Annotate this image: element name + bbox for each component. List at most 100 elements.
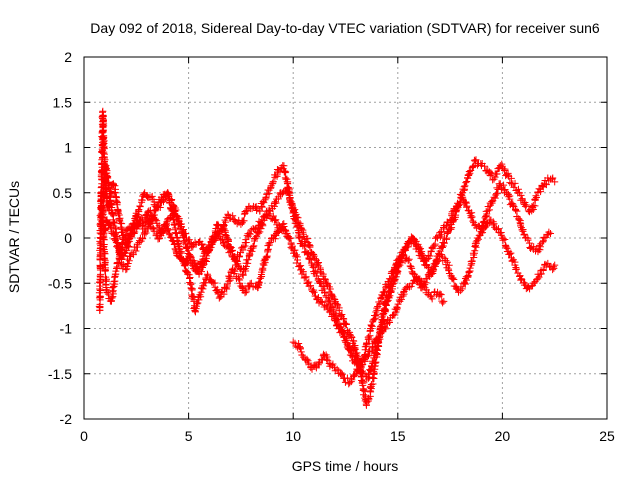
data-point-trail: [246, 234, 259, 259]
data-point: [521, 202, 529, 210]
data-point: [180, 261, 188, 269]
data-point: [220, 225, 228, 233]
data-point-trail: [111, 189, 124, 223]
data-point: [231, 216, 239, 224]
data-point-trail: [550, 263, 558, 272]
data-point-trail: [528, 188, 542, 214]
data-point-trail: [107, 181, 116, 189]
data-point-trail: [328, 303, 341, 324]
data-point-trail: [335, 310, 349, 327]
data-point-trail: [220, 241, 233, 257]
data-point-trail: [267, 231, 280, 243]
data-point: [226, 248, 234, 256]
data-point-trail: [324, 304, 336, 320]
data-point: [245, 229, 253, 237]
data-point-trail: [121, 226, 131, 242]
data-point-trail: [135, 190, 148, 216]
series-track-c: [99, 180, 555, 384]
data-point-trail: [208, 228, 221, 245]
data-point-trail: [321, 289, 334, 308]
data-point: [264, 211, 272, 219]
data-point-trail: [367, 308, 381, 330]
data-point-trail: [548, 174, 557, 183]
data-point-trail: [299, 226, 312, 245]
data-point-trail: [249, 282, 261, 291]
data-point-trail: [347, 371, 359, 386]
data-point: [346, 343, 354, 351]
data-point: [122, 266, 130, 274]
data-point-trail: [303, 249, 315, 267]
data-point: [496, 180, 504, 188]
data-point: [551, 178, 559, 186]
data-point-trail: [120, 232, 133, 260]
data-point-trail: [384, 280, 397, 304]
data-point-trail: [108, 272, 119, 305]
data-point-trail: [198, 274, 211, 293]
data-point-trail: [516, 217, 528, 239]
data-point: [289, 338, 297, 346]
x-tick-label: 25: [599, 428, 615, 444]
data-point-trail: [252, 217, 265, 232]
y-tick-label: -1.5: [48, 366, 72, 382]
data-point-trail: [228, 247, 240, 264]
data-point: [440, 297, 448, 305]
data-point: [283, 229, 291, 237]
data-point-trail: [340, 329, 353, 350]
data-point-trail: [102, 163, 113, 191]
data-point-trail: [311, 292, 323, 307]
x-axis-label: GPS time / hours: [292, 458, 399, 474]
y-tick-label: -2: [60, 411, 73, 427]
y-tick-label: 0.5: [53, 185, 73, 201]
data-point-trail: [422, 286, 434, 300]
axis-tick-labels: 0 5 10 15 20 25 -2 -1.5 -1 -0.5 0 0.5 1 1.5 2: [48, 49, 615, 444]
data-point-trail: [305, 278, 318, 295]
y-tick-label: 2: [64, 49, 72, 65]
data-point-trail: [318, 298, 329, 311]
data-point-trail: [158, 218, 171, 237]
data-point-trail: [380, 277, 393, 296]
data-point-trail: [196, 237, 208, 254]
data-point: [471, 220, 479, 228]
data-point-trail: [260, 239, 273, 267]
x-tick-label: 0: [80, 428, 88, 444]
data-point: [262, 193, 270, 201]
data-point-trail: [491, 164, 503, 181]
data-point-trail: [254, 260, 267, 292]
chart-title: Day 092 of 2018, Sidereal Day-to-day VTE…: [90, 20, 600, 36]
data-point-trail: [265, 210, 277, 223]
data-point-trail: [353, 362, 365, 375]
data-point-trail: [487, 216, 499, 231]
series-track-d: [289, 275, 448, 388]
data-point-trail: [403, 282, 415, 291]
data-point-trail: [424, 267, 436, 280]
data-point-trail: [525, 282, 537, 293]
data-point-trail: [366, 367, 378, 393]
data-point-trail: [361, 326, 374, 359]
series-track-e: [97, 162, 291, 274]
data-point: [233, 257, 241, 265]
data-point: [448, 275, 456, 283]
data-point: [298, 225, 306, 233]
data-point-trail: [516, 189, 529, 208]
data-point: [551, 261, 559, 269]
data-point-trail: [323, 280, 336, 299]
data-point: [308, 365, 316, 373]
data-point-trail: [410, 235, 422, 250]
data-point-trail: [116, 217, 128, 239]
data-point-trail: [172, 229, 184, 253]
data-point-trail: [542, 228, 553, 241]
x-tick-label: 5: [185, 428, 193, 444]
data-point: [549, 266, 557, 274]
data-point-trail: [283, 187, 297, 213]
data-point-trail: [341, 374, 353, 388]
data-point-trail: [449, 274, 462, 293]
data-point-trail: [493, 225, 505, 239]
data-point-trail: [265, 202, 277, 215]
data-point: [201, 248, 209, 256]
data-point-trail: [335, 367, 346, 379]
data-point: [237, 220, 245, 228]
data-point: [189, 261, 197, 269]
y-axis-label: SDTVAR / TECUs: [6, 181, 22, 293]
data-points: [95, 107, 559, 409]
data-point-trail: [447, 208, 460, 233]
